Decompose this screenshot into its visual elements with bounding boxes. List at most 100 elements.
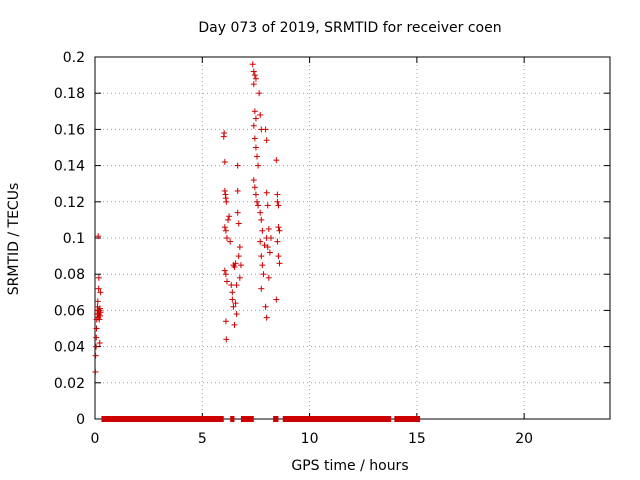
data-point bbox=[234, 187, 241, 194]
zero-value-run bbox=[282, 416, 392, 422]
data-point bbox=[227, 238, 234, 245]
y-tick-label: 0.18 bbox=[54, 86, 85, 102]
data-point bbox=[223, 198, 230, 205]
data-point bbox=[223, 235, 230, 241]
data-point bbox=[232, 260, 239, 267]
data-point bbox=[263, 189, 270, 196]
gridlines bbox=[95, 57, 610, 419]
y-tick-label: 0.02 bbox=[54, 376, 85, 392]
data-point bbox=[257, 111, 264, 118]
data-point bbox=[252, 191, 259, 198]
data-point bbox=[274, 238, 281, 245]
data-point bbox=[251, 72, 258, 79]
data-point bbox=[250, 81, 257, 88]
data-point bbox=[273, 157, 280, 164]
data-point bbox=[93, 325, 100, 332]
data-point bbox=[223, 278, 230, 285]
data-point bbox=[267, 235, 274, 241]
data-point bbox=[93, 343, 100, 350]
data-point bbox=[262, 126, 269, 133]
x-tick-label: 15 bbox=[408, 431, 426, 447]
data-point bbox=[265, 225, 272, 232]
data-point bbox=[264, 202, 271, 209]
x-tick-label: 10 bbox=[301, 431, 319, 447]
data-point bbox=[254, 198, 261, 205]
data-point bbox=[257, 209, 264, 216]
zero-value-run bbox=[101, 416, 224, 422]
data-point bbox=[260, 271, 267, 278]
data-point bbox=[258, 253, 265, 260]
data-point bbox=[92, 368, 99, 375]
data-point bbox=[97, 289, 104, 296]
data-point bbox=[252, 75, 259, 82]
data-point bbox=[228, 282, 235, 289]
zero-value-run bbox=[273, 416, 279, 422]
x-tick-label: 5 bbox=[198, 431, 207, 447]
data-point bbox=[275, 202, 282, 209]
zero-value-run bbox=[230, 416, 235, 422]
data-point bbox=[255, 162, 262, 169]
data-point bbox=[92, 352, 99, 359]
data-point bbox=[95, 233, 102, 240]
data-point bbox=[234, 209, 241, 216]
data-point bbox=[221, 158, 228, 165]
data-point bbox=[95, 274, 102, 281]
data-point bbox=[251, 108, 258, 115]
data-point bbox=[97, 309, 104, 316]
x-axis-label: GPS time / hours bbox=[291, 458, 408, 474]
data-point bbox=[257, 238, 264, 245]
data-point bbox=[235, 253, 242, 260]
data-point bbox=[236, 274, 243, 281]
data-point bbox=[252, 144, 259, 151]
data-point bbox=[229, 289, 236, 296]
data-point bbox=[250, 177, 257, 184]
data-point bbox=[263, 314, 270, 321]
data-point bbox=[275, 253, 282, 260]
y-axis-label: SRMTID / TECUs bbox=[6, 183, 22, 296]
data-point bbox=[255, 202, 262, 209]
data-point bbox=[259, 227, 266, 234]
data-point bbox=[221, 267, 228, 274]
zero-value-run bbox=[240, 416, 254, 422]
data-point bbox=[229, 296, 236, 303]
data-point bbox=[274, 191, 281, 198]
data-point bbox=[258, 216, 265, 223]
data-point bbox=[96, 316, 103, 323]
data-point bbox=[221, 187, 228, 194]
y-tick-label: 0.08 bbox=[54, 267, 85, 283]
y-tick-label: 0.2 bbox=[63, 50, 85, 66]
y-tick-label: 0.16 bbox=[54, 122, 85, 138]
data-point bbox=[265, 274, 272, 281]
y-tick-label: 0.1 bbox=[63, 231, 85, 247]
chart-title: Day 073 of 2019, SRMTID for receiver coe… bbox=[198, 20, 501, 36]
data-point bbox=[233, 282, 240, 289]
y-tick-label: 0 bbox=[76, 412, 85, 428]
y-tick-label: 0.06 bbox=[54, 303, 85, 319]
data-point bbox=[237, 262, 244, 269]
data-point bbox=[251, 135, 258, 142]
data-point bbox=[250, 122, 257, 129]
zero-value-run bbox=[394, 416, 421, 422]
data-point bbox=[233, 311, 240, 318]
data-point bbox=[221, 130, 228, 137]
data-point bbox=[262, 303, 269, 310]
data-point bbox=[274, 198, 281, 205]
data-point bbox=[96, 305, 103, 312]
data-point bbox=[250, 68, 257, 75]
data-point bbox=[249, 61, 256, 68]
data-point bbox=[230, 303, 237, 310]
data-point bbox=[222, 271, 229, 278]
data-point bbox=[231, 263, 238, 270]
data-point bbox=[231, 321, 238, 328]
x-tick-label: 0 bbox=[91, 431, 100, 447]
y-tick-label: 0.14 bbox=[54, 159, 85, 175]
data-point bbox=[261, 242, 268, 249]
data-point bbox=[226, 213, 233, 220]
data-point bbox=[222, 227, 229, 234]
data-point bbox=[276, 227, 283, 234]
x-tick-label: 20 bbox=[515, 431, 533, 447]
data-point bbox=[264, 244, 271, 251]
data-points bbox=[92, 61, 421, 422]
